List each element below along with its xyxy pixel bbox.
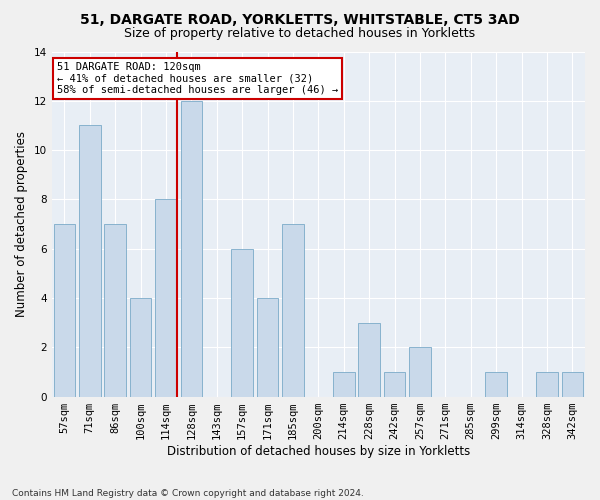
Bar: [155, 200, 177, 396]
Y-axis label: Number of detached properties: Number of detached properties: [15, 131, 28, 317]
Bar: [333, 372, 355, 396]
Bar: [384, 372, 406, 396]
Bar: [485, 372, 507, 396]
Bar: [282, 224, 304, 396]
Bar: [104, 224, 126, 396]
Bar: [358, 322, 380, 396]
Text: Size of property relative to detached houses in Yorkletts: Size of property relative to detached ho…: [124, 28, 476, 40]
Bar: [232, 248, 253, 396]
Bar: [79, 126, 101, 396]
Text: 51, DARGATE ROAD, YORKLETTS, WHITSTABLE, CT5 3AD: 51, DARGATE ROAD, YORKLETTS, WHITSTABLE,…: [80, 12, 520, 26]
Text: Contains HM Land Registry data © Crown copyright and database right 2024.: Contains HM Land Registry data © Crown c…: [12, 488, 364, 498]
X-axis label: Distribution of detached houses by size in Yorkletts: Distribution of detached houses by size …: [167, 444, 470, 458]
Bar: [130, 298, 151, 396]
Bar: [257, 298, 278, 396]
Bar: [536, 372, 557, 396]
Bar: [53, 224, 75, 396]
Bar: [181, 101, 202, 396]
Bar: [409, 348, 431, 397]
Bar: [562, 372, 583, 396]
Text: 51 DARGATE ROAD: 120sqm
← 41% of detached houses are smaller (32)
58% of semi-de: 51 DARGATE ROAD: 120sqm ← 41% of detache…: [57, 62, 338, 95]
